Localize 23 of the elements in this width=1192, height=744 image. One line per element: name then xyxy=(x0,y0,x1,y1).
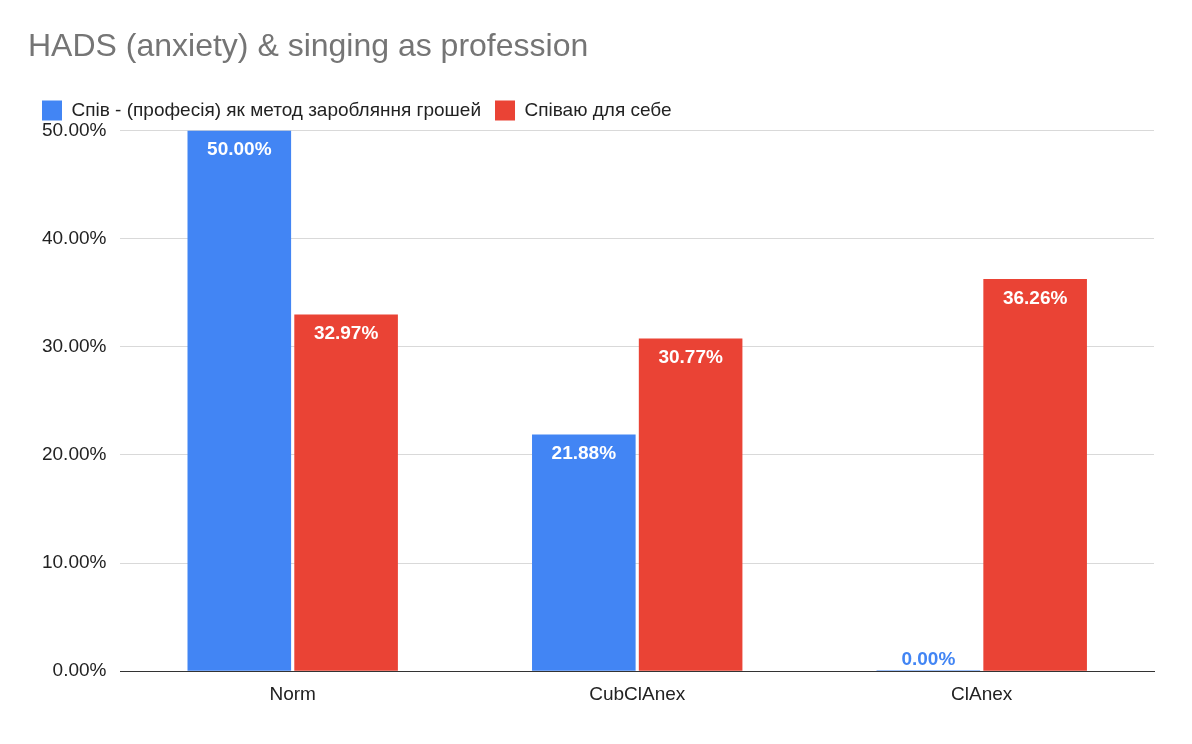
data-label: 0.00% xyxy=(901,647,956,669)
bar xyxy=(983,279,1087,671)
bar xyxy=(532,434,636,671)
y-tick-label: 20.00% xyxy=(41,443,107,465)
x-tick-label: CubClAnex xyxy=(589,682,686,704)
legend-label: Спів - (професія) як метод заробляння грошей xyxy=(71,98,482,120)
bar xyxy=(294,314,398,671)
y-tick-label: 10.00% xyxy=(41,551,107,573)
y-tick-label: 40.00% xyxy=(41,226,107,248)
data-label: 21.88% xyxy=(551,442,617,464)
x-tick-label: Norm xyxy=(269,682,316,704)
y-tick-label: 50.00% xyxy=(41,118,107,140)
y-tick-label: 30.00% xyxy=(41,334,107,356)
chart-title: HADS (anxiety) & singing as profession xyxy=(28,27,589,64)
bar xyxy=(187,130,292,671)
data-label: 36.26% xyxy=(1002,286,1068,308)
data-label: 50.00% xyxy=(207,138,272,160)
legend-label: Співаю для себе xyxy=(524,98,672,120)
x-tick-label: ClAnex xyxy=(951,682,1013,704)
bar xyxy=(638,338,743,671)
data-label: 30.77% xyxy=(658,346,723,368)
y-tick-label: 0.00% xyxy=(52,659,107,681)
data-label: 32.97% xyxy=(313,322,379,344)
